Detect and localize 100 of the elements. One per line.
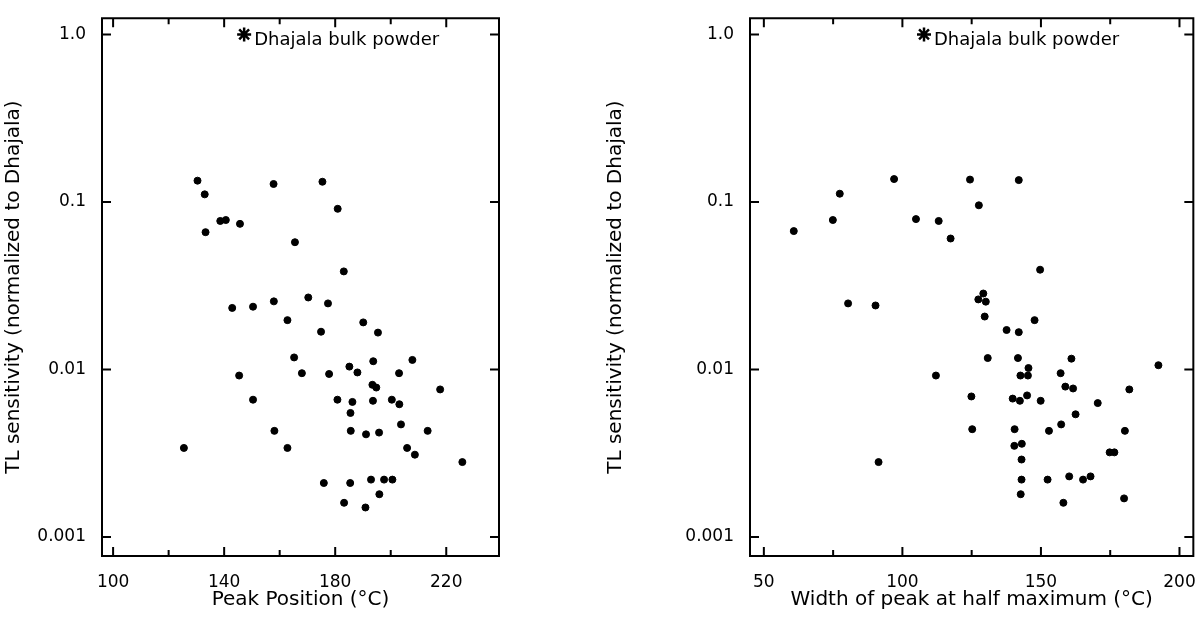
point (436, 385, 445, 394)
point (1002, 326, 1011, 335)
point (249, 395, 258, 404)
point (967, 392, 976, 401)
point (1016, 371, 1025, 380)
point (915, 26, 933, 43)
point (235, 371, 244, 380)
y-axis-title: TL sensitivity (normalized to Dhajala) (602, 100, 627, 475)
point (1016, 490, 1025, 499)
point (890, 175, 899, 184)
point (228, 303, 237, 312)
point (346, 479, 355, 488)
point (368, 396, 377, 405)
point (235, 26, 253, 43)
point (789, 227, 798, 236)
point (346, 408, 355, 417)
x-tick-label: 200 (1163, 570, 1196, 591)
point (874, 458, 883, 467)
point (410, 450, 419, 459)
point (339, 267, 348, 276)
y-tick-label: 0.1 (706, 190, 734, 211)
point (1067, 354, 1076, 363)
y-tick-label: 0.01 (696, 357, 734, 378)
point (1093, 399, 1102, 408)
point (946, 234, 955, 243)
x-tick-label: 100 (96, 570, 130, 591)
point (290, 238, 299, 247)
point (221, 216, 230, 225)
point (380, 475, 389, 484)
point (1120, 494, 1129, 503)
point (1061, 382, 1070, 391)
point (1057, 420, 1066, 429)
point (835, 189, 844, 198)
point (372, 383, 381, 392)
x-tick-label: 50 (753, 570, 775, 591)
point (395, 400, 404, 409)
point (395, 369, 404, 378)
point (323, 299, 332, 308)
point (1013, 354, 1022, 363)
point (375, 490, 384, 499)
point (373, 328, 382, 337)
point (458, 458, 467, 467)
point (333, 204, 342, 213)
point (1023, 371, 1032, 380)
point (1014, 328, 1023, 337)
point (235, 219, 244, 228)
point (1015, 396, 1024, 405)
point (1043, 475, 1052, 484)
point (249, 302, 258, 311)
point (193, 176, 202, 185)
point (317, 327, 326, 336)
point (345, 362, 354, 371)
point (1069, 384, 1078, 393)
point (283, 316, 292, 325)
point (1056, 369, 1065, 378)
point (387, 395, 396, 404)
y-tick-label: 0.1 (58, 190, 86, 211)
point (353, 368, 362, 377)
point (325, 369, 334, 378)
point (871, 301, 880, 310)
point (1059, 498, 1068, 507)
point (283, 443, 292, 452)
point (319, 479, 328, 488)
point (269, 179, 278, 188)
point (359, 318, 368, 327)
point (1024, 364, 1033, 373)
point (1008, 394, 1017, 403)
point (1079, 475, 1088, 484)
point (974, 295, 983, 304)
point (367, 475, 376, 484)
point (1017, 455, 1026, 464)
point (1154, 361, 1163, 370)
y-tick-label: 0.001 (37, 525, 86, 546)
point (974, 201, 983, 210)
point (979, 289, 988, 298)
point (369, 357, 378, 366)
point (340, 498, 349, 507)
point (931, 371, 940, 380)
point (1010, 425, 1019, 434)
point (1071, 410, 1080, 419)
point (980, 312, 989, 321)
point (1065, 472, 1074, 481)
point (1036, 396, 1045, 405)
point (403, 443, 412, 452)
point (375, 428, 384, 437)
point (1030, 316, 1039, 325)
point (981, 297, 990, 306)
point (408, 355, 417, 364)
point (1044, 426, 1053, 435)
point (1023, 391, 1032, 400)
y-tick-label: 1.0 (58, 22, 86, 43)
point (1125, 385, 1134, 394)
point (844, 299, 853, 308)
y-tick-label: 1.0 (706, 22, 734, 43)
point (333, 395, 342, 404)
point (201, 228, 210, 237)
point (179, 443, 188, 452)
point (362, 430, 371, 439)
x-tick-label: 220 (430, 570, 463, 591)
point (1086, 472, 1095, 481)
